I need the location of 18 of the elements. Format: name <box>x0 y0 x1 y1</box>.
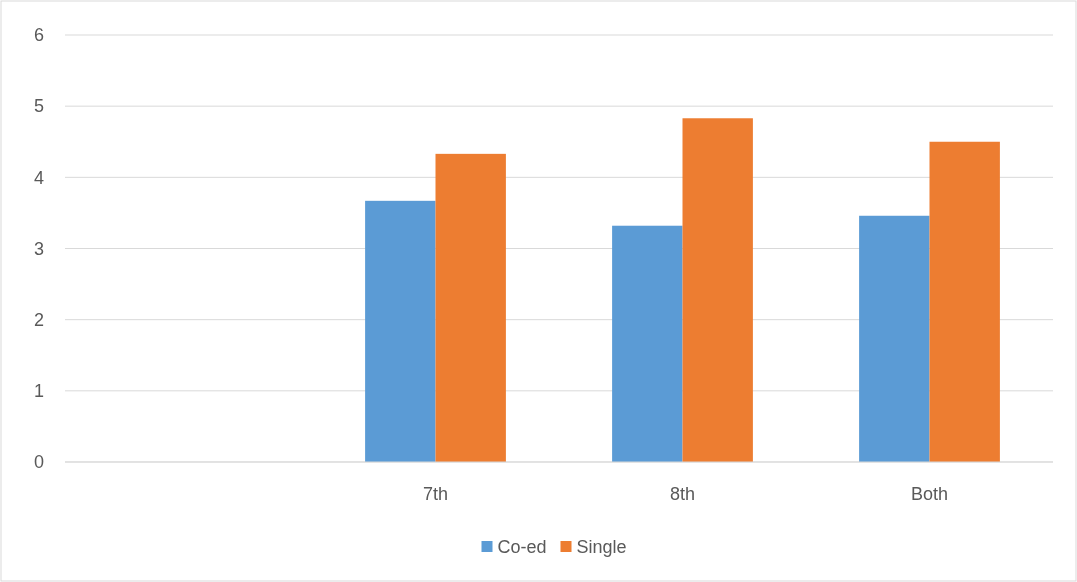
legend-label: Co-ed <box>497 537 547 558</box>
y-tick-label: 4 <box>33 167 44 188</box>
bar <box>859 215 930 462</box>
y-tick-label: 1 <box>33 381 44 402</box>
x-tick-label: 7th <box>422 484 449 504</box>
bar <box>929 141 1000 462</box>
bar <box>612 225 683 462</box>
y-tick-label: 6 <box>33 25 44 46</box>
legend-label: Single <box>576 537 627 558</box>
y-tick-label: 5 <box>33 96 44 117</box>
bar <box>365 200 436 462</box>
bar <box>682 118 753 462</box>
y-tick-label: 2 <box>33 309 44 330</box>
y-tick-label: 0 <box>33 452 44 473</box>
x-tick-label: 8th <box>669 484 696 504</box>
x-tick-label: Both <box>910 484 949 504</box>
bar <box>435 153 506 462</box>
y-tick-label: 3 <box>33 238 44 259</box>
